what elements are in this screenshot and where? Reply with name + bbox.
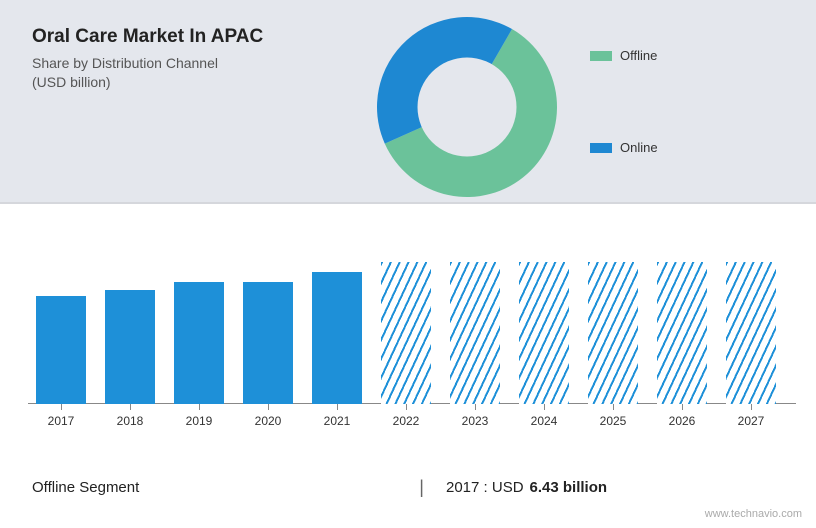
- bar-2027: [726, 262, 776, 404]
- bar-label-2027: 2027: [726, 414, 776, 428]
- bar-label-2023: 2023: [450, 414, 500, 428]
- bar-2022: [381, 262, 431, 404]
- bar-label-2025: 2025: [588, 414, 638, 428]
- bar-2025: [588, 262, 638, 404]
- bar-label-2021: 2021: [312, 414, 362, 428]
- bar-2020: [243, 282, 293, 404]
- footer-segment-label: Offline Segment: [32, 479, 139, 496]
- bar-labels-row: 2017 2018 2019 2020 2021 2022 2023 2024 2025 2026…: [32, 404, 792, 430]
- legend-offline: Offline: [590, 48, 657, 63]
- bar-label-2026: 2026: [657, 414, 707, 428]
- bar-label-2022: 2022: [381, 414, 431, 428]
- bar-2021: [312, 272, 362, 404]
- footer-divider: |: [419, 477, 424, 498]
- legend-online-label: Online: [620, 140, 658, 155]
- legend-offline-label: Offline: [620, 48, 657, 63]
- bar-label-2020: 2020: [243, 414, 293, 428]
- bar-2017: [36, 296, 86, 404]
- page-subtitle: Share by Distribution Channel (USD billi…: [32, 54, 218, 92]
- bar-chart: [32, 224, 792, 404]
- bar-label-2019: 2019: [174, 414, 224, 428]
- bar-chart-section: 2017 2018 2019 2020 2021 2022 2023 2024 2025 2026…: [32, 224, 792, 444]
- bar-label-2017: 2017: [36, 414, 86, 428]
- legend-online-swatch: [590, 143, 612, 153]
- donut-chart: [372, 12, 562, 202]
- bar-2019: [174, 282, 224, 404]
- footer-value: 6.43 billion: [530, 479, 608, 496]
- subtitle-line1: Share by Distribution Channel: [32, 55, 218, 71]
- bar-label-2024: 2024: [519, 414, 569, 428]
- bar-2024: [519, 262, 569, 404]
- bar-2026: [657, 262, 707, 404]
- footer-summary: Offline Segment | 2017 : USD 6.43 billio…: [32, 477, 784, 498]
- legend-online: Online: [590, 140, 658, 155]
- watermark: www.technavio.com: [705, 508, 802, 520]
- top-section: Oral Care Market In APAC Share by Distri…: [0, 0, 816, 204]
- page-title: Oral Care Market In APAC: [32, 26, 263, 48]
- footer-year-label: 2017 : USD: [446, 479, 524, 496]
- legend-offline-swatch: [590, 51, 612, 61]
- subtitle-line2: (USD billion): [32, 74, 111, 90]
- bar-label-2018: 2018: [105, 414, 155, 428]
- bar-2018: [105, 290, 155, 404]
- bar-2023: [450, 262, 500, 404]
